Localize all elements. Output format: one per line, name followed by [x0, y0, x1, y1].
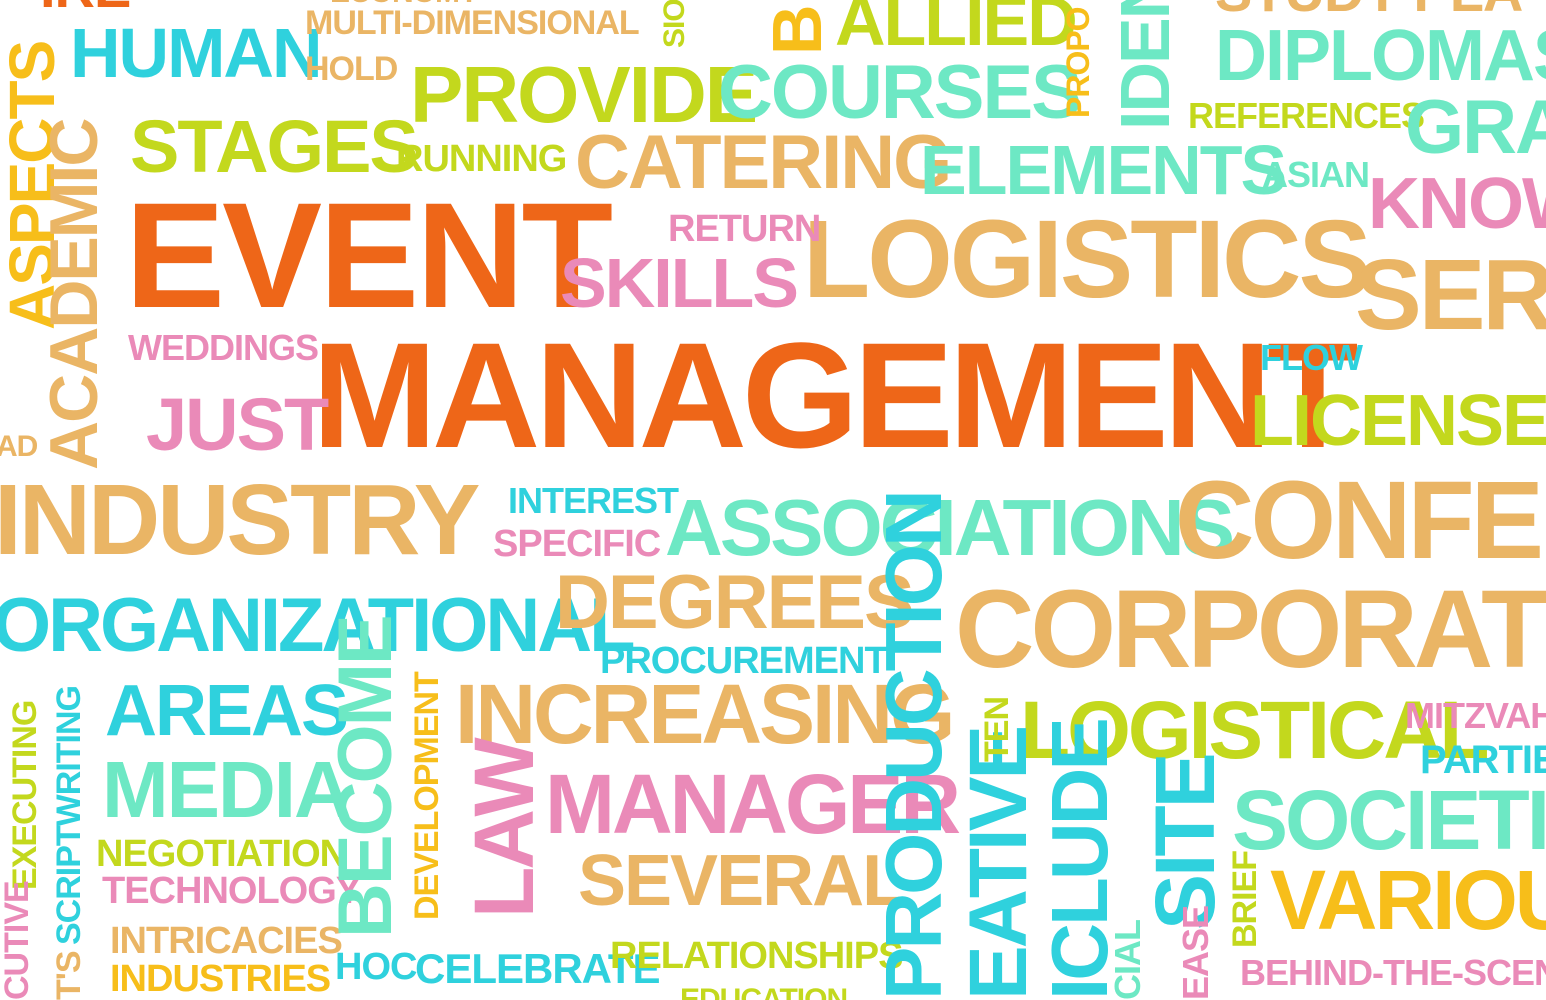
word-intricacies: INTRICACIES [110, 920, 343, 962]
word-cial: CIAL [1107, 920, 1148, 1000]
word-parties: PARTIES [1420, 738, 1546, 782]
word-law: LAW [457, 740, 551, 918]
word-ire: IRE [40, 0, 131, 16]
word-mitzvah: MITZVAH [1405, 695, 1546, 736]
word-increasing: INCREASING [455, 667, 955, 761]
word-hold: HOLD [305, 50, 398, 88]
word-stages: STAGES [130, 105, 419, 188]
word-eative: EATIVE [953, 727, 1044, 1000]
word-references: REFERENCES [1188, 95, 1425, 136]
word-study-pla: STUDY PLA [1215, 0, 1523, 20]
word-b: B [758, 5, 836, 55]
word-management: MANAGEMENT [312, 311, 1359, 479]
word-industry: INDUSTRY [0, 464, 480, 576]
word-skills: SKILLS [560, 244, 799, 322]
word-provide: PROVIDE [410, 50, 758, 139]
word-ease: EASE [1175, 905, 1216, 1000]
word-manager: MANAGER [545, 757, 961, 851]
word-logistics: LOGISTICS [803, 198, 1372, 321]
word-hoc: HOC [335, 946, 417, 988]
word-specific: SPECIFIC [493, 523, 661, 565]
word-grad: GRA [1405, 85, 1546, 170]
word-know: KNOW [1368, 164, 1546, 244]
word-degrees: DEGREES [555, 560, 915, 645]
word-return: RETURN [668, 208, 821, 250]
word-executing: EXECUTING [6, 700, 44, 890]
word-iden: IDEN [1106, 0, 1184, 130]
word-production: PRODUCTION [869, 492, 958, 1000]
word-weddings: WEDDINGS [128, 327, 319, 368]
word-development: DEVELOPMENT [408, 672, 446, 920]
word-media: MEDIA [102, 745, 352, 834]
word-sio: SIO [658, 0, 691, 48]
word-catering: CATERING [575, 120, 952, 205]
word-elements: ELEMENTS [920, 131, 1287, 209]
word-licenses: LICENSES [1250, 381, 1546, 461]
word-courses: COURSES [718, 50, 1082, 135]
word-organizational: ORGANIZATIONAL [0, 583, 636, 668]
word-interest: INTEREST [508, 480, 679, 521]
word-just: JUST [146, 383, 329, 466]
word-procurement: PROCUREMENT [600, 640, 888, 682]
word-cutive: CUTIVE [0, 881, 36, 1000]
word-negotiation: NEGOTIATION [96, 833, 347, 875]
word-multi-dimensional: MULTI-DIMENSIONAL [305, 4, 640, 42]
word-corporate: CORPORATE [955, 568, 1546, 691]
word-academic: ACADEMIC [36, 119, 112, 470]
word-running: RUNNING [396, 138, 567, 180]
word-allied: ALLIED [835, 0, 1078, 60]
word-site: SITE [1138, 755, 1232, 930]
word-associations: ASSOCIATIONS [665, 483, 1235, 572]
word-become: BECOME [323, 616, 408, 938]
word-relationships: RELATIONSHIPS [610, 935, 903, 977]
word-behind-the-scenes: BEHIND-THE-SCENE [1240, 952, 1546, 993]
word-brief: BRIEF [1226, 851, 1264, 948]
word-societies: SOCIETIES [1232, 773, 1546, 867]
word-celebrate: CELEBRATE [415, 945, 661, 992]
word-logistical: LOGISTICAL [1020, 685, 1490, 776]
word-several: SEVERAL [578, 841, 906, 921]
word-human: HUMAN [70, 14, 323, 92]
word-education: EDUCATION [680, 983, 848, 1000]
word-ser: SER [1355, 239, 1546, 351]
word-asian: ASIAN [1262, 154, 1370, 195]
word-event: EVENT [125, 171, 613, 339]
word-technology: TECHNOLOGY [102, 870, 361, 912]
word-various: VARIOUS [1270, 853, 1546, 947]
word-scriptwriting: SCRIPTWRITING [50, 686, 88, 945]
word-ad: AD [0, 430, 38, 463]
word-areas: AREAS [105, 671, 349, 751]
word-propo: PROPO [1060, 7, 1096, 118]
word-diplomas: DIPLOMAS [1215, 16, 1546, 96]
word-flow: FLOW [1260, 337, 1363, 378]
word-industries: INDUSTRIES [110, 958, 331, 1000]
word-ten: TEN [978, 697, 1016, 762]
word-ts: T'S [50, 951, 88, 1000]
word-economy-top: ECONOMY [330, 0, 479, 8]
word-confer: CONFER [1175, 459, 1546, 582]
